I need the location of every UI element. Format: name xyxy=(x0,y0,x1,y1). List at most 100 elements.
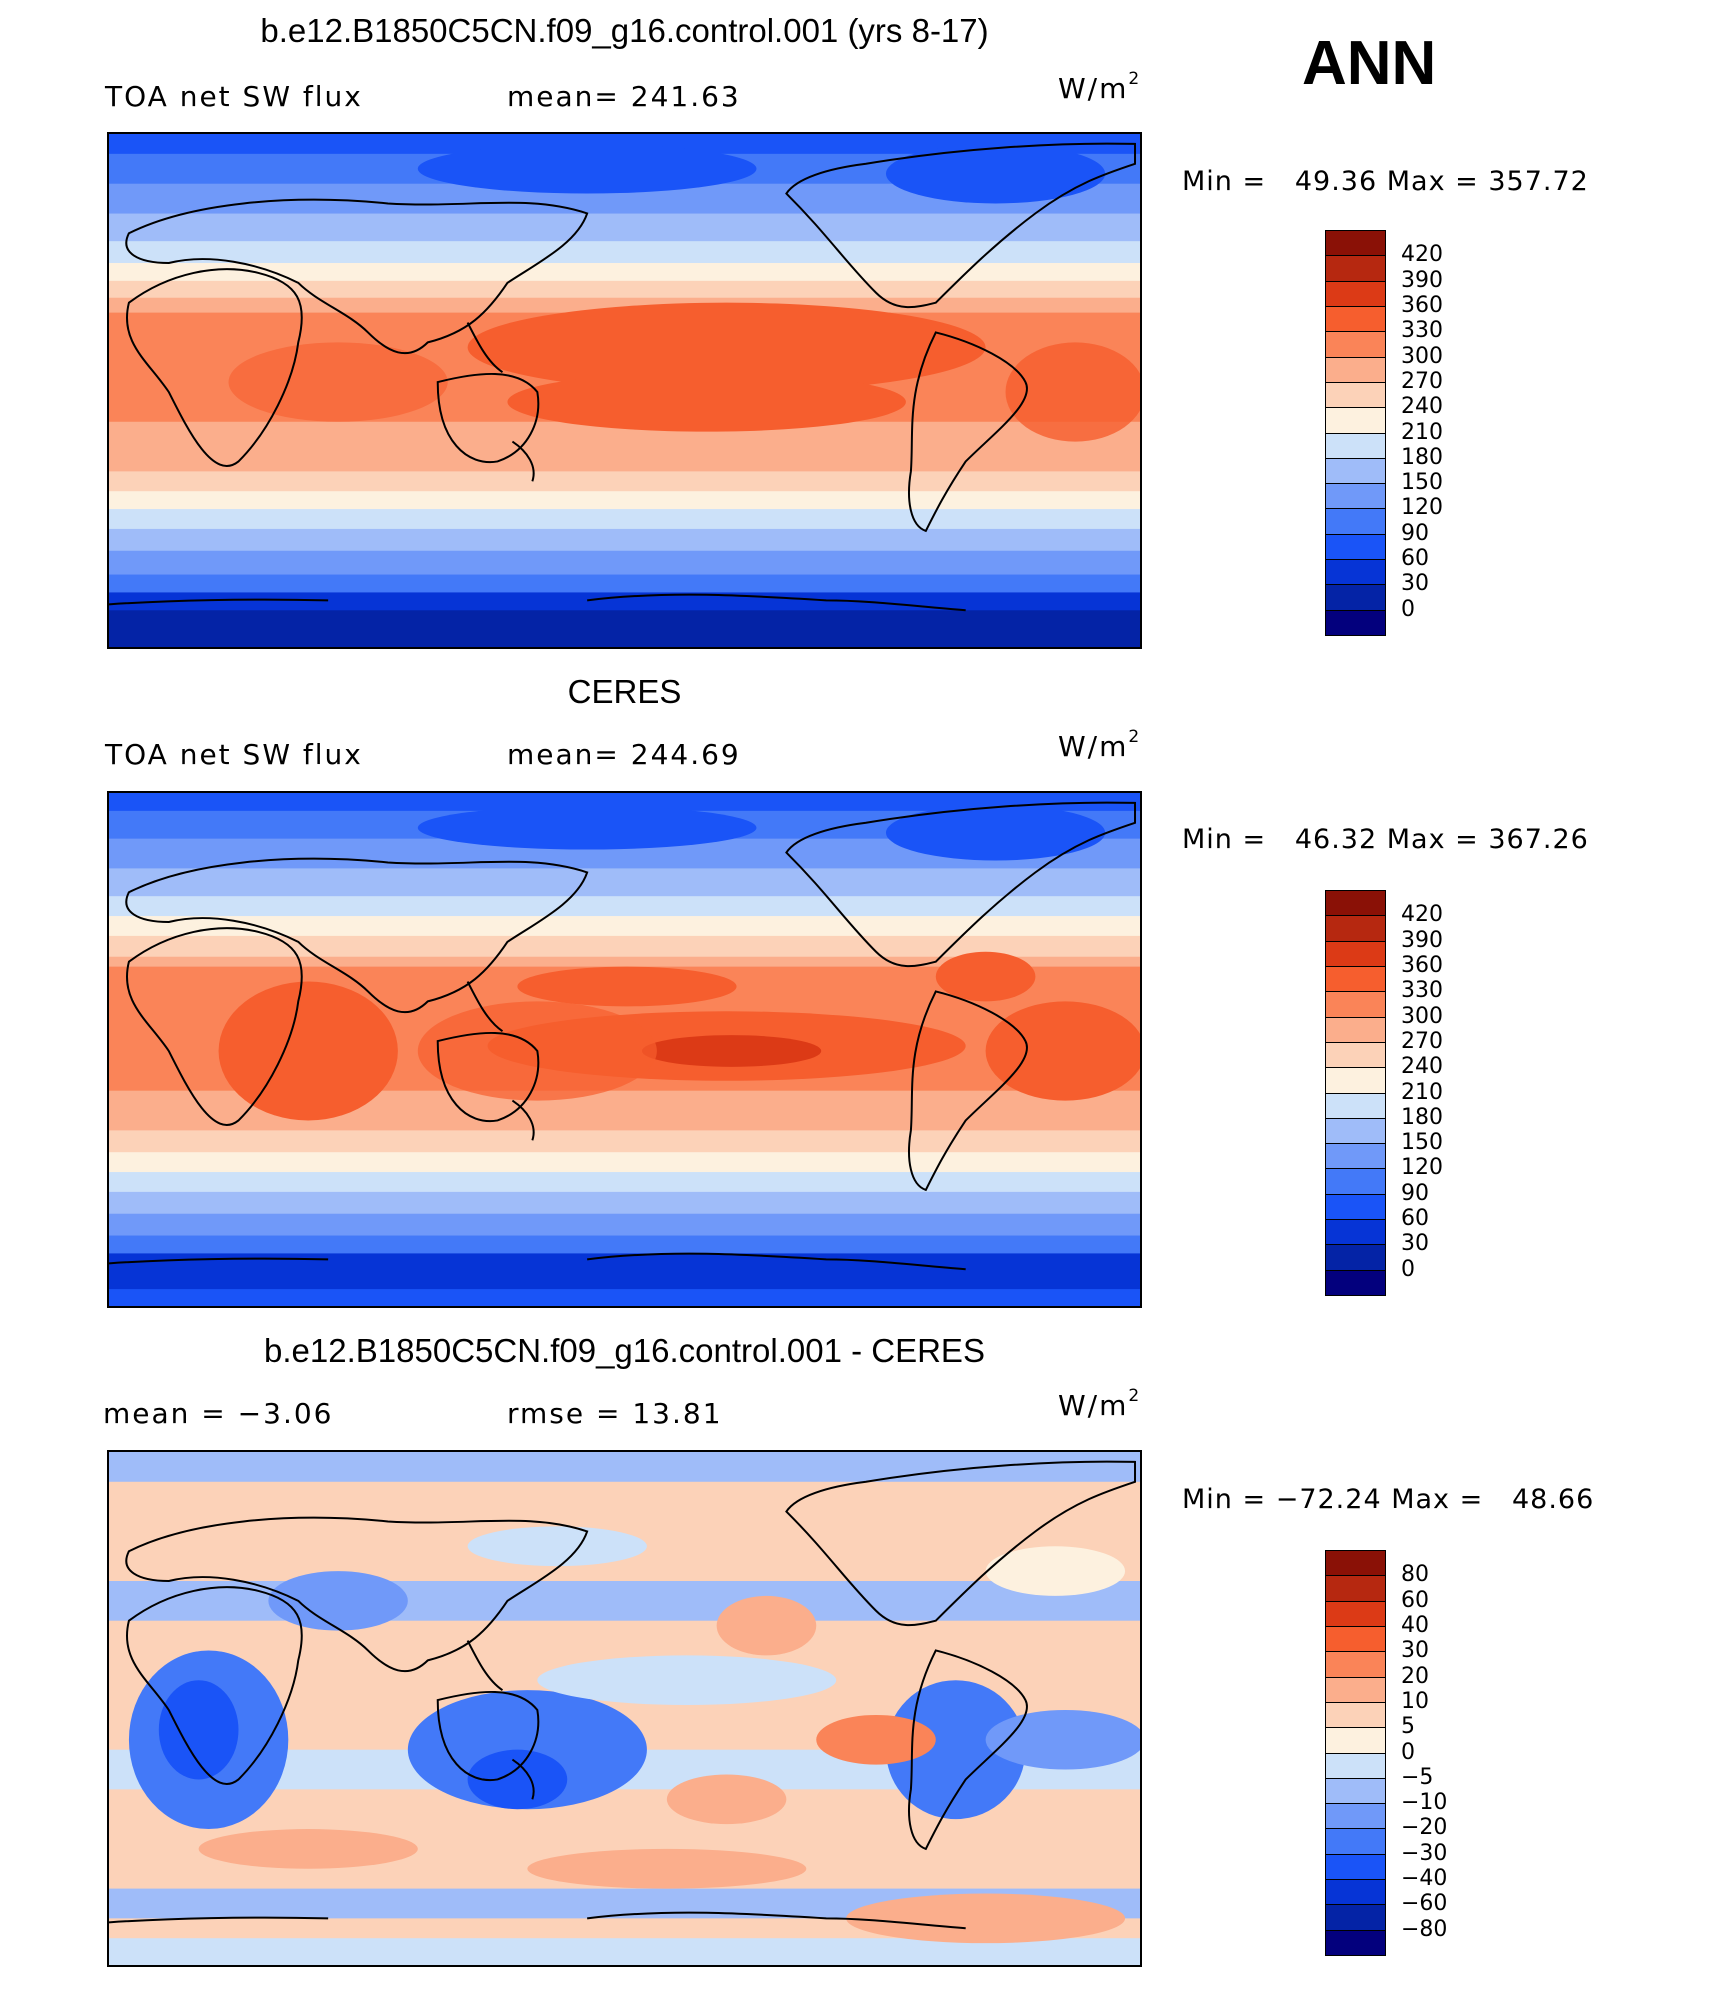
colorbar-swatch xyxy=(1325,1752,1386,1779)
colorbar-swatch xyxy=(1325,1676,1386,1703)
colorbar-swatch xyxy=(1325,305,1386,333)
colorbar-swatch xyxy=(1325,1803,1386,1830)
colorbar-swatch xyxy=(1325,381,1386,409)
colorbar-tick-label: 150 xyxy=(1401,470,1443,496)
colorbar-swatch xyxy=(1325,1550,1386,1577)
colorbar-swatch xyxy=(1325,1828,1386,1855)
colorbar-swatch xyxy=(1325,1193,1386,1221)
colorbar-tick-label: 0 xyxy=(1401,1739,1415,1765)
colorbar-swatch xyxy=(1325,1777,1386,1805)
obs-map xyxy=(107,791,1142,1308)
colorbar-swatch xyxy=(1325,533,1386,561)
colorbar-tick-label: 360 xyxy=(1401,952,1443,978)
colorbar-swatch xyxy=(1325,1879,1386,1906)
colorbar-swatch xyxy=(1325,230,1386,257)
model-colorbar: 420 390 360 330 300 270 240 210 180 150 120 90 60 30 0 xyxy=(1325,230,1443,636)
colorbar-swatch xyxy=(1325,457,1386,485)
diff-rmse-label: rmse = 13.81 xyxy=(507,1397,723,1430)
season-label: ANN xyxy=(1302,29,1437,98)
colorbar-swatch xyxy=(1325,432,1386,459)
colorbar-swatch xyxy=(1325,1269,1386,1296)
model-min-max: Min = 49.36 Max = 357.72 xyxy=(1182,166,1589,197)
colorbar-swatch xyxy=(1325,1575,1386,1602)
colorbar-swatch xyxy=(1325,890,1386,917)
colorbar-tick-label: 420 xyxy=(1401,242,1443,268)
colorbar-swatch xyxy=(1325,1016,1386,1043)
colorbar-swatch xyxy=(1325,915,1386,942)
colorbar-swatch xyxy=(1325,1929,1386,1956)
colorbar-tick-label: 270 xyxy=(1401,368,1443,394)
colorbar-tick-label: 180 xyxy=(1401,1104,1443,1130)
colorbar-swatch xyxy=(1325,483,1386,510)
obs-mean-label: mean= 244.69 xyxy=(507,738,741,771)
colorbar-swatch xyxy=(1325,255,1386,282)
obs-panel-title: CERES xyxy=(567,673,682,710)
colorbar-swatch xyxy=(1325,1701,1386,1729)
model-panel-title: b.e12.B1850C5CN.f09_g16.control.001 (yrs… xyxy=(260,12,989,49)
colorbar-swatch xyxy=(1325,1625,1386,1653)
colorbar-swatch xyxy=(1325,940,1386,967)
colorbar-swatch xyxy=(1325,1168,1386,1195)
colorbar-tick-label: 60 xyxy=(1401,1206,1429,1232)
colorbar-swatch xyxy=(1325,407,1386,434)
colorbar-tick-label: 80 xyxy=(1401,1562,1429,1588)
colorbar-tick-label: 270 xyxy=(1401,1028,1443,1054)
colorbar-tick-label: 120 xyxy=(1401,495,1443,521)
colorbar-swatch xyxy=(1325,508,1386,535)
obs-colorbar: 420 390 360 330 300 270 240 210 180 150 120 90 60 30 0 xyxy=(1325,890,1443,1296)
colorbar-tick-label: 10 xyxy=(1401,1688,1429,1714)
colorbar-swatch xyxy=(1325,1244,1386,1271)
colorbar-swatch xyxy=(1325,609,1386,636)
colorbar-tick-label: 330 xyxy=(1401,978,1443,1004)
colorbar-swatch xyxy=(1325,965,1386,993)
colorbar-swatch xyxy=(1325,1600,1386,1627)
colorbar-tick-label: 30 xyxy=(1401,1638,1429,1664)
colorbar-swatch xyxy=(1325,1041,1386,1069)
colorbar-tick-label: 240 xyxy=(1401,394,1443,420)
colorbar-tick-label: 90 xyxy=(1401,520,1429,546)
obs-variable-label: TOA net SW flux xyxy=(105,738,363,771)
colorbar-swatch xyxy=(1325,559,1386,586)
colorbar-tick-label: 210 xyxy=(1401,1079,1443,1105)
colorbar-swatch xyxy=(1325,356,1386,383)
colorbar-tick-label: 60 xyxy=(1401,546,1429,572)
colorbar-swatch xyxy=(1325,331,1386,358)
model-variable-label: TOA net SW flux xyxy=(105,80,363,113)
model-map xyxy=(107,132,1142,649)
colorbar-tick-label: 210 xyxy=(1401,419,1443,445)
colorbar-tick-label: 20 xyxy=(1401,1663,1429,1689)
colorbar-tick-label: 360 xyxy=(1401,292,1443,318)
model-units: W/m2 xyxy=(1058,68,1140,105)
colorbar-swatch xyxy=(1325,1143,1386,1170)
colorbar-tick-label: 60 xyxy=(1401,1587,1429,1613)
diff-units: W/m2 xyxy=(1058,1385,1140,1422)
colorbar-tick-label: 150 xyxy=(1401,1130,1443,1156)
colorbar-tick-label: −20 xyxy=(1401,1815,1448,1841)
colorbar-tick-label: 120 xyxy=(1401,1155,1443,1181)
colorbar-swatch xyxy=(1325,1092,1386,1119)
colorbar-tick-label: −60 xyxy=(1401,1891,1448,1917)
colorbar-tick-label: 90 xyxy=(1401,1180,1429,1206)
colorbar-tick-label: 300 xyxy=(1401,343,1443,369)
diff-mean-label: mean = −3.06 xyxy=(103,1397,334,1430)
colorbar-tick-label: −30 xyxy=(1401,1840,1448,1866)
colorbar-tick-label: −40 xyxy=(1401,1866,1448,1892)
colorbar-tick-label: 330 xyxy=(1401,318,1443,344)
colorbar-tick-label: −10 xyxy=(1401,1790,1448,1816)
colorbar-tick-label: 0 xyxy=(1401,1256,1415,1282)
diff-map xyxy=(107,1450,1142,1967)
colorbar-tick-label: 390 xyxy=(1401,927,1443,953)
colorbar-tick-label: 180 xyxy=(1401,444,1443,470)
colorbar-swatch xyxy=(1325,1651,1386,1678)
diff-min-max: Min = −72.24 Max = 48.66 xyxy=(1182,1484,1595,1515)
colorbar-swatch xyxy=(1325,1853,1386,1881)
colorbar-tick-label: −5 xyxy=(1401,1764,1434,1790)
colorbar-tick-label: 240 xyxy=(1401,1054,1443,1080)
colorbar-tick-label: 5 xyxy=(1401,1714,1415,1740)
colorbar-tick-label: 30 xyxy=(1401,1231,1429,1257)
colorbar-swatch xyxy=(1325,1219,1386,1246)
colorbar-swatch xyxy=(1325,280,1386,307)
obs-units: W/m2 xyxy=(1058,726,1140,763)
colorbar-swatch xyxy=(1325,991,1386,1018)
colorbar-tick-label: 40 xyxy=(1401,1612,1429,1638)
